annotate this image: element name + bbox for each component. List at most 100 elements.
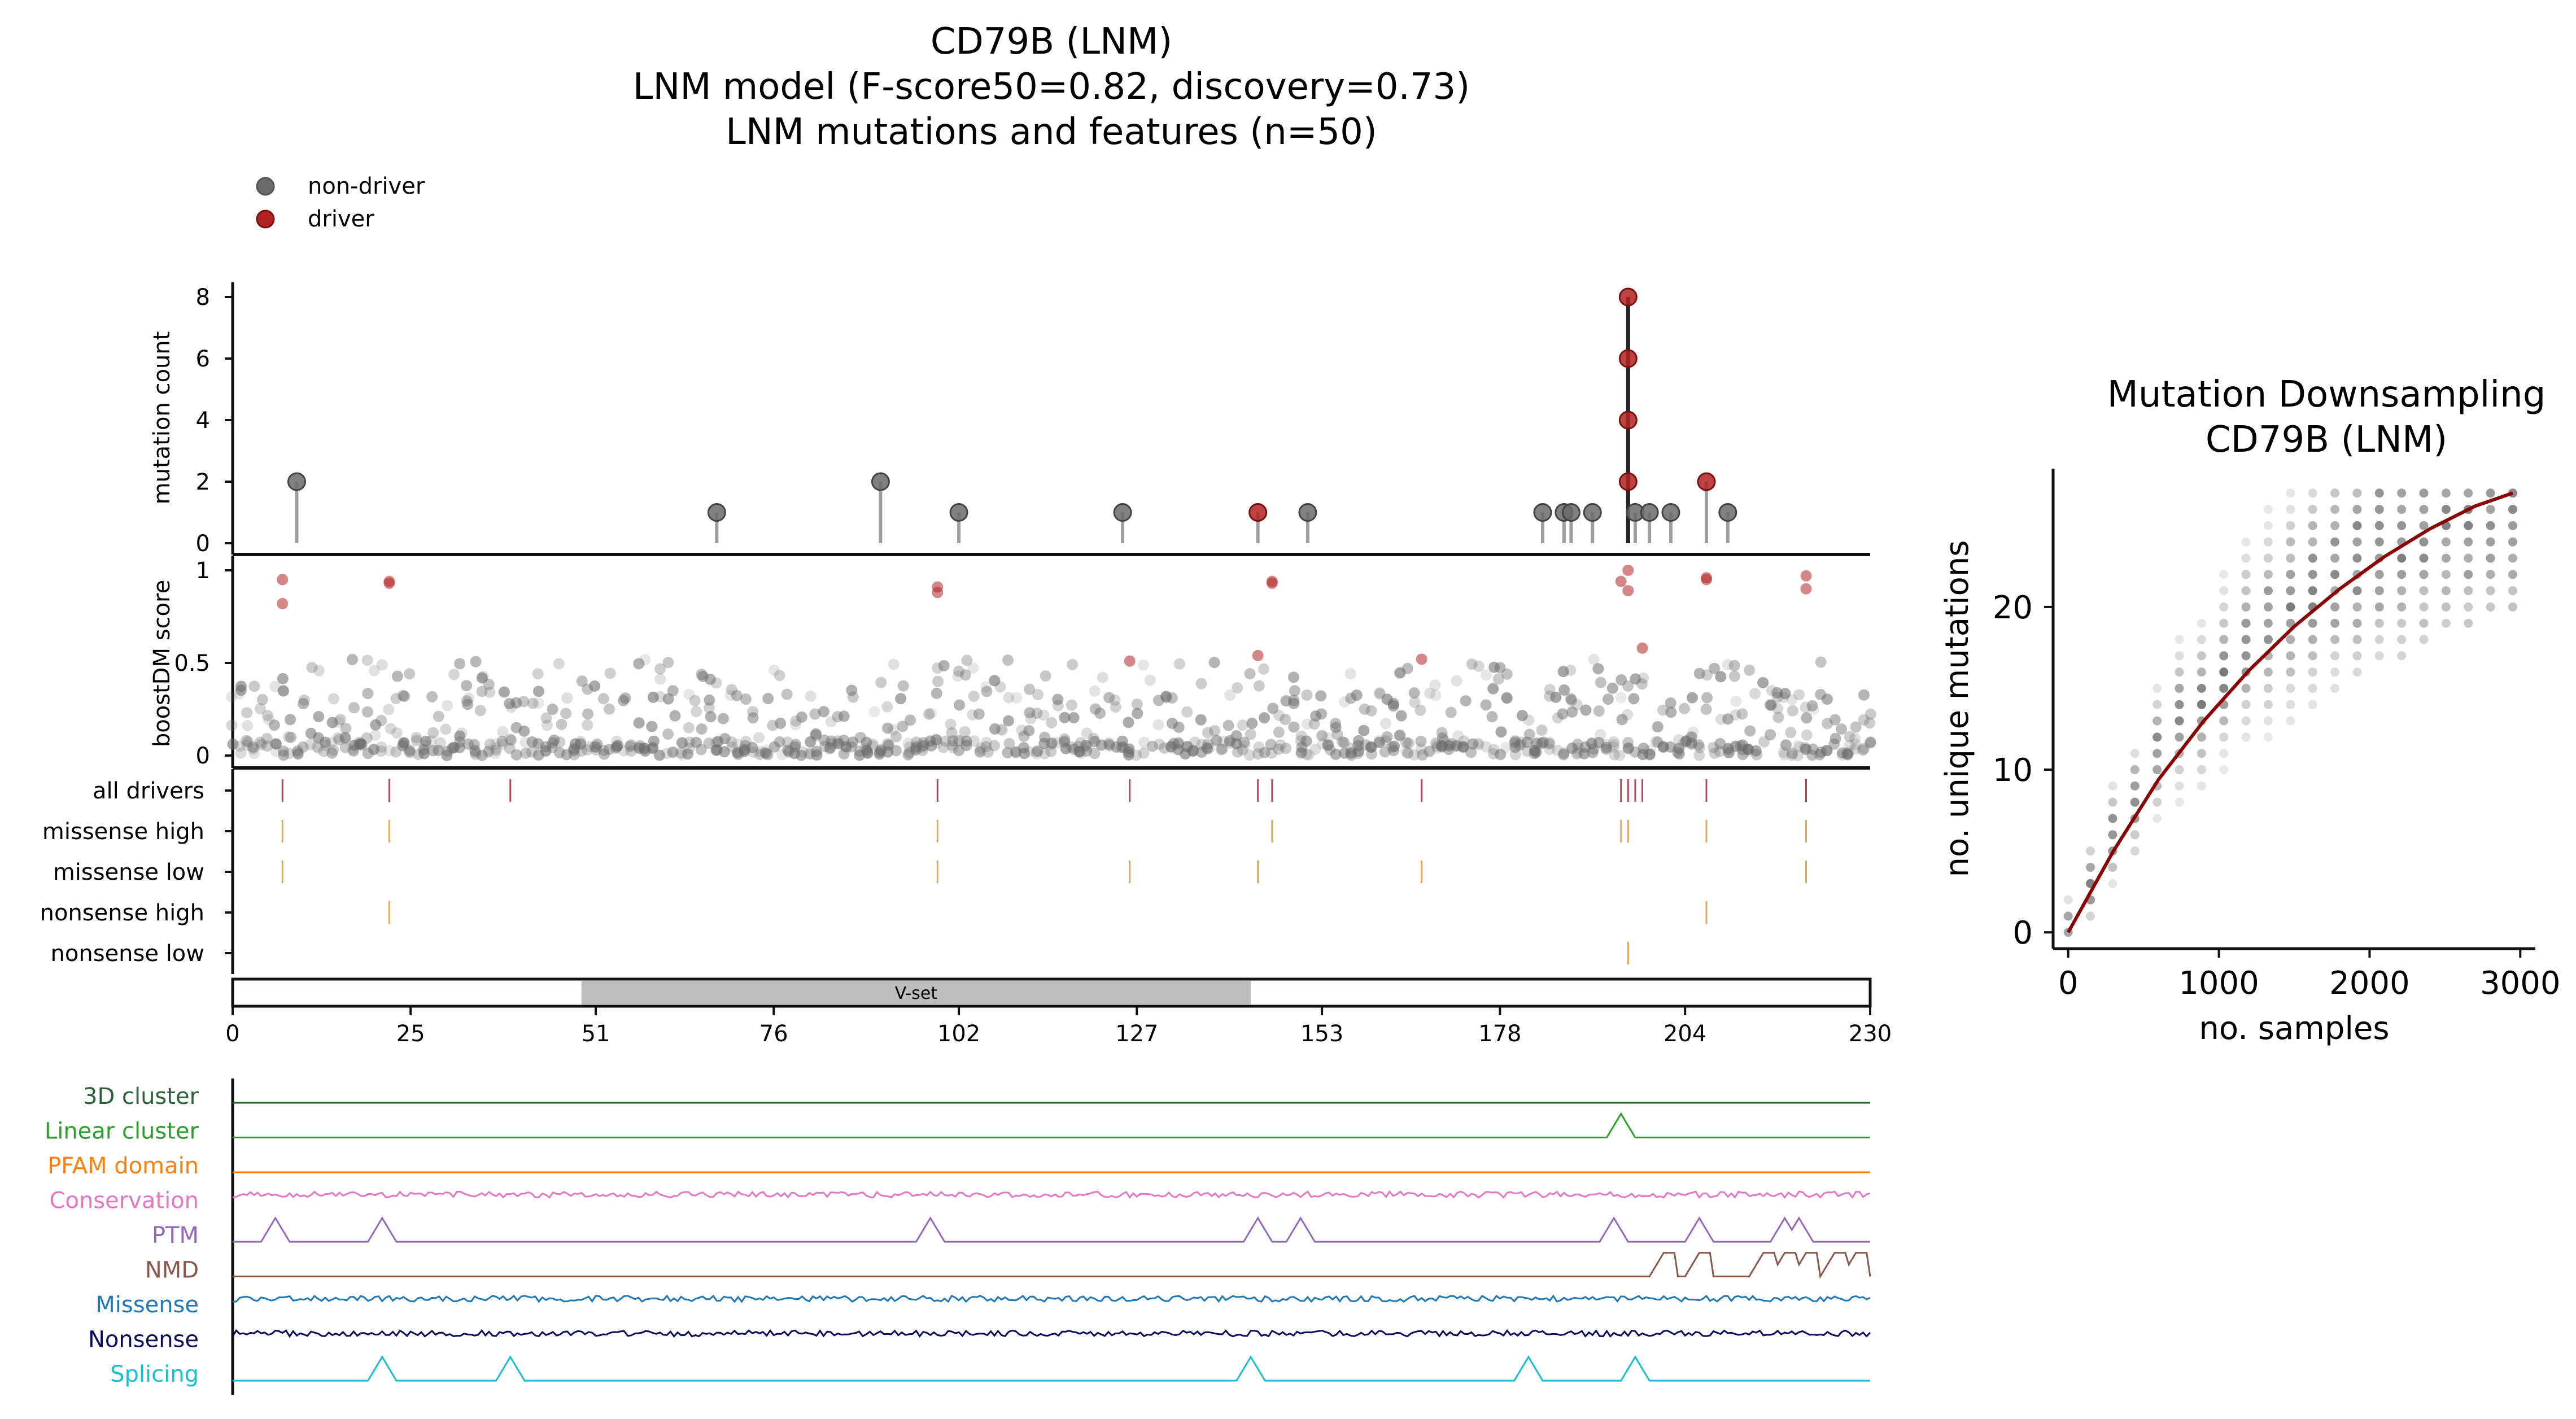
nondriver-score-point bbox=[1386, 741, 1398, 753]
nondriver-score-point bbox=[1465, 746, 1477, 758]
nondriver-score-point bbox=[1858, 689, 1870, 701]
nondriver-score-point bbox=[1060, 743, 1072, 754]
nondriver-score-point bbox=[1203, 743, 1215, 754]
nondriver-score-point bbox=[1521, 736, 1533, 748]
nondriver-score-point bbox=[518, 725, 530, 737]
nondriver-score-point bbox=[1187, 745, 1199, 757]
nondriver-score-point bbox=[1815, 656, 1827, 668]
nondriver-score-point bbox=[532, 686, 544, 697]
nondriver-score-point bbox=[453, 742, 465, 754]
nondriver-score-point bbox=[1850, 721, 1862, 733]
nondriver-score-point bbox=[1295, 746, 1307, 758]
nondriver-score-point bbox=[1395, 710, 1407, 722]
nondriver-score-point bbox=[235, 747, 247, 759]
nondriver-score-point bbox=[1352, 740, 1364, 752]
nondriver-score-point bbox=[1273, 709, 1285, 721]
nondriver-score-point bbox=[463, 692, 475, 704]
nondriver-score-point bbox=[923, 708, 935, 720]
nondriver-mutation-point bbox=[1561, 503, 1580, 522]
downsampling-point bbox=[2330, 505, 2340, 514]
nondriver-score-point bbox=[470, 749, 482, 761]
nondriver-score-point bbox=[1424, 687, 1436, 699]
downsampling-point bbox=[2286, 521, 2295, 530]
nondriver-score-point bbox=[1730, 696, 1742, 708]
nondriver-score-point bbox=[1095, 739, 1107, 751]
downsampling-point bbox=[2352, 521, 2362, 530]
downsampling-point bbox=[2330, 651, 2340, 661]
nondriver-score-point bbox=[662, 728, 674, 740]
nondriver-score-point bbox=[953, 665, 965, 677]
downsampling-point bbox=[2263, 716, 2273, 726]
nondriver-score-point bbox=[824, 743, 836, 755]
nondriver-score-point bbox=[1785, 727, 1797, 739]
nondriver-score-point bbox=[1403, 737, 1414, 749]
nondriver-score-point bbox=[1068, 712, 1080, 724]
nondriver-score-point bbox=[952, 670, 964, 682]
downsampling-point bbox=[2308, 537, 2317, 547]
downsampling-point bbox=[2397, 570, 2407, 579]
nondriver-score-point bbox=[1709, 747, 1721, 759]
downsampling-xtick-label: 1000 bbox=[2178, 965, 2259, 1002]
nondriver-score-point bbox=[1358, 724, 1370, 736]
downsampling-point bbox=[2263, 700, 2273, 709]
nondriver-score-point bbox=[1600, 743, 1612, 755]
feature-label: 3D cluster bbox=[83, 1084, 199, 1110]
downsampling-point bbox=[2108, 879, 2117, 888]
downsampling-point bbox=[2352, 635, 2362, 644]
nondriver-score-point bbox=[1822, 718, 1833, 730]
downsampling-point bbox=[2197, 618, 2206, 628]
nondriver-score-point bbox=[334, 714, 346, 726]
nondriver-score-point bbox=[781, 736, 793, 748]
nondriver-score-point bbox=[1452, 730, 1464, 742]
nondriver-score-point bbox=[1686, 739, 1697, 750]
nondriver-score-point bbox=[361, 706, 373, 718]
nondriver-score-point bbox=[1324, 744, 1336, 756]
nondriver-score-point bbox=[1494, 662, 1506, 674]
nondriver-score-point bbox=[1032, 689, 1044, 701]
downsampling-point bbox=[2419, 553, 2429, 563]
nondriver-score-point bbox=[1578, 748, 1590, 759]
downsampling-point bbox=[2286, 488, 2295, 498]
downsampling-point bbox=[2241, 651, 2251, 661]
downsampling-point bbox=[2219, 765, 2229, 775]
nondriver-score-point bbox=[1359, 703, 1370, 715]
nondriver-score-point bbox=[383, 704, 395, 715]
nondriver-score-point bbox=[1351, 689, 1363, 701]
nondriver-score-point bbox=[326, 717, 338, 728]
downsampling-point bbox=[2441, 488, 2451, 498]
nondriver-score-point bbox=[1636, 678, 1648, 690]
nondriver-score-point bbox=[1495, 749, 1507, 761]
feature-label: PTM bbox=[152, 1222, 199, 1248]
nondriver-score-point bbox=[574, 739, 586, 750]
downsampling-point bbox=[2286, 651, 2295, 661]
nondriver-score-point bbox=[1800, 744, 1812, 756]
nondriver-score-point bbox=[1501, 692, 1513, 704]
nondriver-score-point bbox=[1701, 692, 1713, 704]
nondriver-score-point bbox=[383, 745, 395, 757]
nondriver-score-point bbox=[1679, 702, 1691, 714]
nondriver-score-point bbox=[355, 737, 367, 749]
nondriver-score-point bbox=[1495, 726, 1507, 738]
nondriver-score-point bbox=[1339, 696, 1351, 708]
nondriver-score-point bbox=[1750, 745, 1762, 757]
nondriver-score-point bbox=[747, 706, 759, 718]
track-label: missense high bbox=[42, 819, 204, 845]
nondriver-score-point bbox=[1473, 661, 1485, 673]
nondriver-score-point bbox=[710, 677, 722, 689]
nondriver-score-point bbox=[1779, 688, 1791, 700]
nondriver-score-point bbox=[496, 739, 508, 750]
downsampling-point bbox=[2464, 488, 2473, 498]
downsampling-point bbox=[2308, 488, 2317, 498]
legend-driver-label: driver bbox=[308, 206, 374, 232]
nondriver-score-point bbox=[1415, 735, 1427, 747]
nondriver-score-point bbox=[618, 695, 630, 706]
nondriver-score-point bbox=[1580, 704, 1592, 716]
nondriver-score-point bbox=[1488, 744, 1500, 756]
downsampling-point bbox=[2286, 505, 2295, 514]
nondriver-score-point bbox=[946, 727, 958, 739]
downsampling-point bbox=[2330, 618, 2340, 628]
downsampling-point bbox=[2419, 570, 2429, 579]
nondriver-score-point bbox=[1673, 748, 1685, 760]
nondriver-score-point bbox=[553, 658, 565, 670]
